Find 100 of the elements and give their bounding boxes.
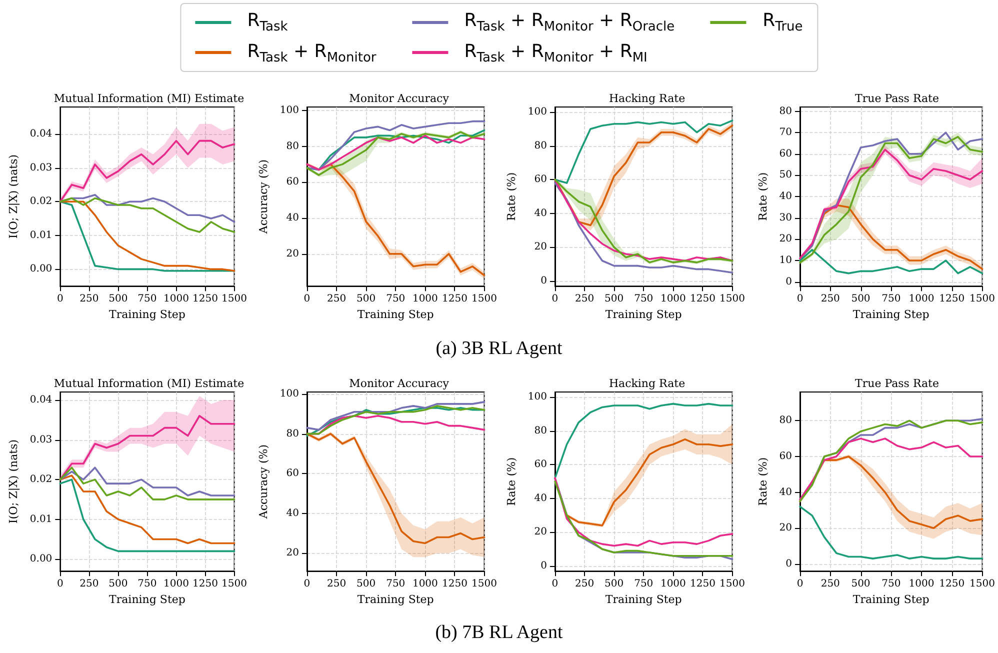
- x-tick-label: 500: [851, 578, 870, 590]
- x-tick-label: 1000: [164, 294, 189, 305]
- chart-title: Monitor Accuracy: [349, 377, 450, 390]
- x-tick-label: 1500: [970, 578, 995, 590]
- chart-title: Mutual Information (MI) Estimate: [54, 92, 244, 105]
- x-axis-title: Training Step: [109, 308, 186, 321]
- y-tick-label: 0: [786, 276, 792, 288]
- y-tick-label: 60: [286, 176, 299, 188]
- chart-title: Hacking Rate: [608, 92, 686, 105]
- y-tick-label: 70: [779, 127, 792, 138]
- y-tick-label: 10: [779, 255, 792, 266]
- line-series: [799, 506, 984, 560]
- x-tick-label: 500: [108, 578, 128, 590]
- y-tick-label: 0.04: [30, 128, 52, 140]
- x-tick-label: 500: [604, 578, 624, 590]
- y-axis-title: Rate (%): [756, 457, 770, 506]
- x-axis-title: Training Step: [605, 593, 682, 606]
- chart-title: True Pass Rate: [855, 377, 939, 390]
- x-tick-label: 0: [56, 294, 64, 305]
- y-axis-title: Accuracy (%): [257, 444, 270, 520]
- y-tick-label: 0.03: [30, 162, 52, 174]
- y-tick-label: 0: [786, 558, 792, 570]
- x-tick-label: 1000: [660, 578, 686, 590]
- y-tick-label: 40: [286, 212, 299, 224]
- x-tick-label: 0: [552, 294, 558, 305]
- x-tick-label: 250: [80, 294, 99, 305]
- y-tick-label: 80: [779, 415, 792, 426]
- y-tick-label: 60: [779, 148, 792, 160]
- y-axis-title: Rate (%): [505, 172, 518, 221]
- x-tick-label: 250: [820, 294, 840, 305]
- x-tick-label: 500: [604, 294, 624, 305]
- y-tick-label: 20: [779, 234, 792, 245]
- x-tick-label: 1500: [720, 294, 745, 305]
- line-series: [59, 478, 236, 552]
- x-tick-label: 500: [356, 578, 376, 590]
- y-tick-label: 60: [534, 459, 547, 470]
- y-tick-label: 80: [779, 106, 792, 117]
- y-tick-label: 40: [286, 508, 299, 519]
- line-series: [799, 438, 984, 500]
- y-tick-label: 0.00: [30, 554, 52, 565]
- x-tick-label: 1250: [442, 294, 468, 305]
- x-tick-label: 0: [552, 578, 558, 590]
- line-series: [59, 140, 236, 203]
- x-tick-label: 250: [820, 578, 840, 590]
- x-tick-label: 1250: [442, 578, 468, 590]
- y-tick-label: 60: [286, 468, 299, 480]
- y-tick-label: 0.03: [30, 434, 52, 446]
- x-tick-label: 1000: [908, 294, 934, 305]
- x-tick-label: 1000: [908, 578, 934, 590]
- y-tick-label: 80: [286, 140, 299, 152]
- y-tick-label: 100: [280, 388, 299, 400]
- legend-label: R$_{True}$: [762, 10, 803, 35]
- x-tick-label: 1250: [690, 294, 716, 305]
- x-tick-label: 750: [386, 294, 406, 305]
- x-tick-label: 500: [851, 294, 870, 305]
- y-tick-label: 0.04: [30, 394, 52, 406]
- chart-title: Mutual Information (MI) Estimate: [54, 377, 244, 390]
- x-tick-label: 1250: [939, 578, 965, 590]
- x-tick-label: 0: [796, 578, 804, 590]
- x-tick-label: 750: [138, 578, 157, 590]
- x-tick-label: 500: [356, 294, 376, 305]
- x-tick-label: 1500: [970, 294, 995, 305]
- line-series: [306, 120, 486, 171]
- x-tick-label: 250: [574, 578, 594, 590]
- y-tick-label: 80: [286, 428, 299, 440]
- y-axis-title: Rate (%): [505, 457, 518, 506]
- x-tick-label: 1500: [720, 578, 745, 590]
- x-tick-label: 1000: [412, 294, 438, 305]
- legend-label: R$_{Task}$: [247, 10, 288, 35]
- y-tick-label: 100: [528, 392, 547, 403]
- x-tick-label: 1000: [660, 294, 686, 305]
- x-tick-label: 750: [882, 294, 901, 305]
- y-tick-label: 80: [534, 140, 547, 152]
- x-tick-label: 1500: [222, 294, 247, 305]
- x-tick-label: 750: [634, 294, 654, 305]
- x-tick-label: 250: [80, 578, 99, 590]
- text: (a) 3B RL Agent: [434, 338, 564, 360]
- x-tick-label: 0: [796, 294, 804, 305]
- x-tick-label: 1500: [472, 578, 497, 590]
- y-axis-title: Accuracy (%): [257, 160, 270, 235]
- y-tick-label: 40: [534, 208, 547, 219]
- y-tick-label: 100: [528, 106, 547, 118]
- x-tick-label: 1250: [939, 294, 965, 305]
- x-tick-label: 1000: [164, 578, 189, 590]
- y-tick-label: 20: [534, 526, 547, 538]
- x-tick-label: 750: [138, 294, 157, 305]
- y-tick-label: 20: [286, 248, 299, 260]
- y-tick-label: 0.01: [30, 514, 52, 525]
- y-tick-label: 40: [779, 191, 792, 202]
- chart-title: Monitor Accuracy: [349, 92, 450, 105]
- x-tick-label: 250: [326, 294, 346, 305]
- y-tick-label: 0.01: [30, 230, 52, 241]
- x-tick-label: 750: [882, 578, 901, 590]
- x-tick-label: 500: [108, 294, 128, 305]
- line-series: [799, 248, 984, 274]
- x-tick-label: 750: [386, 578, 406, 590]
- line-series: [554, 477, 734, 547]
- y-tick-label: 80: [534, 425, 547, 436]
- x-tick-label: 1500: [472, 294, 497, 305]
- y-tick-label: 100: [280, 105, 299, 116]
